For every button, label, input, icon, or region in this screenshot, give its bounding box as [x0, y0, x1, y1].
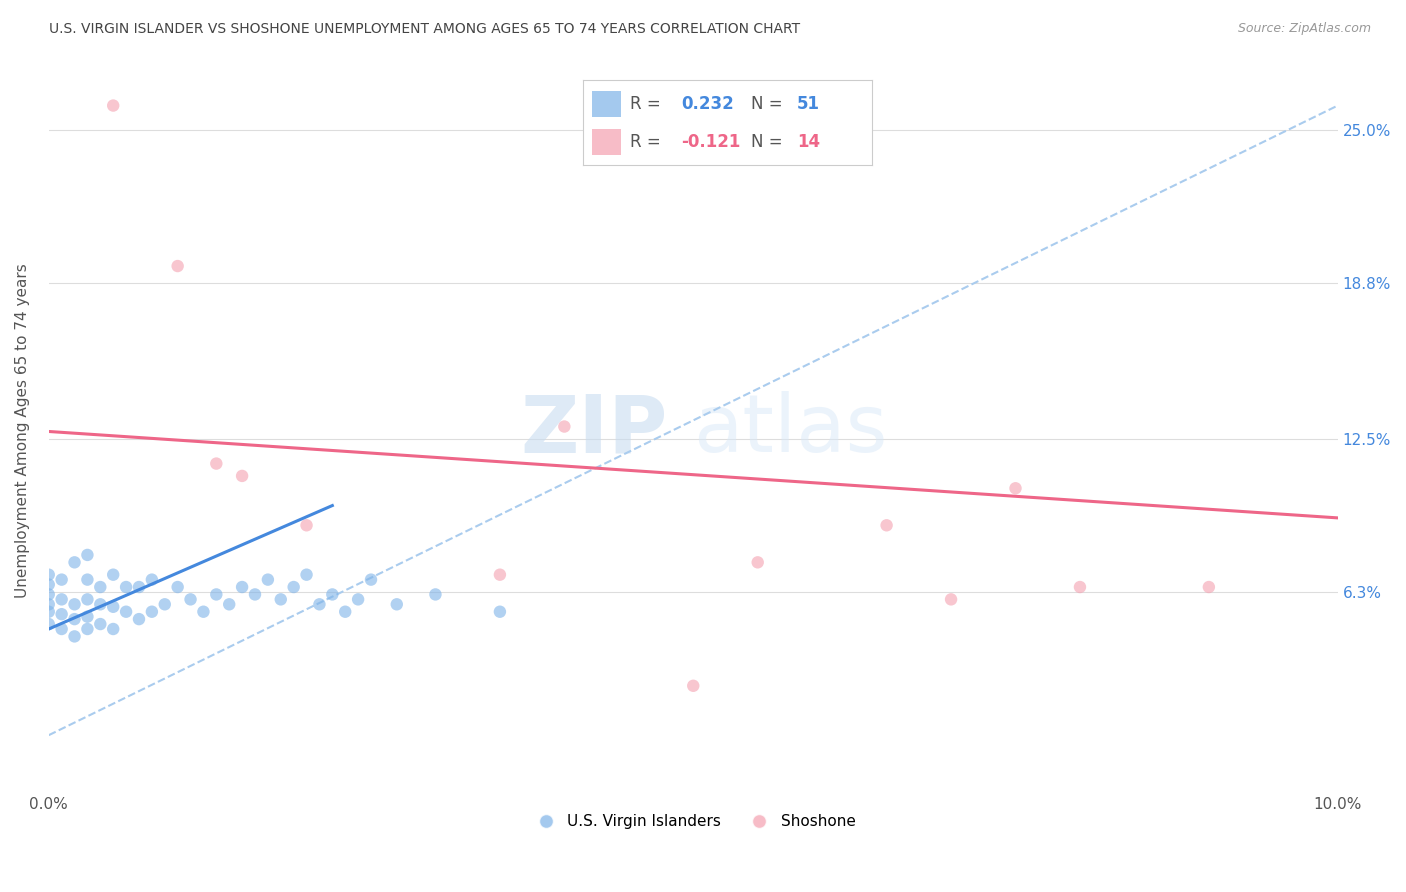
Point: [270, 592, 292, 607]
Point: [76, 609, 98, 624]
Point: [308, 597, 330, 611]
Point: [166, 259, 188, 273]
Point: [141, 605, 163, 619]
Text: Source: ZipAtlas.com: Source: ZipAtlas.com: [1237, 22, 1371, 36]
Point: [38, 597, 60, 611]
Point: [335, 605, 357, 619]
Point: [103, 567, 125, 582]
Point: [63, 629, 86, 643]
Text: ZIP: ZIP: [520, 392, 668, 469]
Point: [115, 580, 138, 594]
Point: [205, 587, 228, 601]
Point: [51, 592, 73, 607]
Point: [257, 573, 280, 587]
Text: R =: R =: [630, 133, 665, 151]
Point: [51, 622, 73, 636]
Point: [166, 580, 188, 594]
Point: [103, 98, 125, 112]
Point: [128, 612, 150, 626]
Point: [89, 580, 111, 594]
FancyBboxPatch shape: [592, 91, 621, 117]
Point: [218, 597, 240, 611]
Point: [347, 592, 370, 607]
Point: [295, 518, 318, 533]
Point: [180, 592, 202, 607]
Point: [385, 597, 408, 611]
Text: 51: 51: [797, 95, 820, 113]
Point: [295, 567, 318, 582]
Point: [63, 597, 86, 611]
Point: [51, 607, 73, 622]
Point: [747, 555, 769, 569]
Point: [205, 457, 228, 471]
Point: [38, 577, 60, 591]
Point: [76, 592, 98, 607]
Point: [939, 592, 962, 607]
Point: [38, 587, 60, 601]
FancyBboxPatch shape: [592, 129, 621, 155]
Text: -0.121: -0.121: [682, 133, 741, 151]
Text: 0.232: 0.232: [682, 95, 734, 113]
Point: [876, 518, 898, 533]
Point: [38, 605, 60, 619]
Point: [489, 567, 512, 582]
Point: [38, 567, 60, 582]
Text: 14: 14: [797, 133, 820, 151]
Point: [51, 573, 73, 587]
Point: [76, 573, 98, 587]
Point: [1069, 580, 1091, 594]
Point: [103, 599, 125, 614]
Text: U.S. VIRGIN ISLANDER VS SHOSHONE UNEMPLOYMENT AMONG AGES 65 TO 74 YEARS CORRELAT: U.S. VIRGIN ISLANDER VS SHOSHONE UNEMPLO…: [49, 22, 800, 37]
Text: N =: N =: [751, 133, 787, 151]
Text: R =: R =: [630, 95, 665, 113]
Point: [76, 622, 98, 636]
Point: [76, 548, 98, 562]
Point: [89, 617, 111, 632]
Point: [489, 605, 512, 619]
Y-axis label: Unemployment Among Ages 65 to 74 years: Unemployment Among Ages 65 to 74 years: [15, 263, 30, 598]
Point: [153, 597, 176, 611]
Point: [682, 679, 704, 693]
Legend: U.S. Virgin Islanders, Shoshone: U.S. Virgin Islanders, Shoshone: [524, 808, 862, 835]
Point: [115, 605, 138, 619]
Point: [63, 555, 86, 569]
Point: [553, 419, 575, 434]
Point: [360, 573, 382, 587]
Point: [141, 573, 163, 587]
Point: [103, 622, 125, 636]
Text: N =: N =: [751, 95, 787, 113]
Point: [425, 587, 447, 601]
Point: [38, 617, 60, 632]
Point: [193, 605, 215, 619]
Point: [321, 587, 343, 601]
Point: [63, 612, 86, 626]
Text: atlas: atlas: [693, 392, 887, 469]
Point: [231, 469, 253, 483]
Point: [128, 580, 150, 594]
Point: [231, 580, 253, 594]
Point: [243, 587, 266, 601]
Point: [1198, 580, 1220, 594]
Point: [89, 597, 111, 611]
Point: [1004, 481, 1026, 495]
Point: [283, 580, 305, 594]
